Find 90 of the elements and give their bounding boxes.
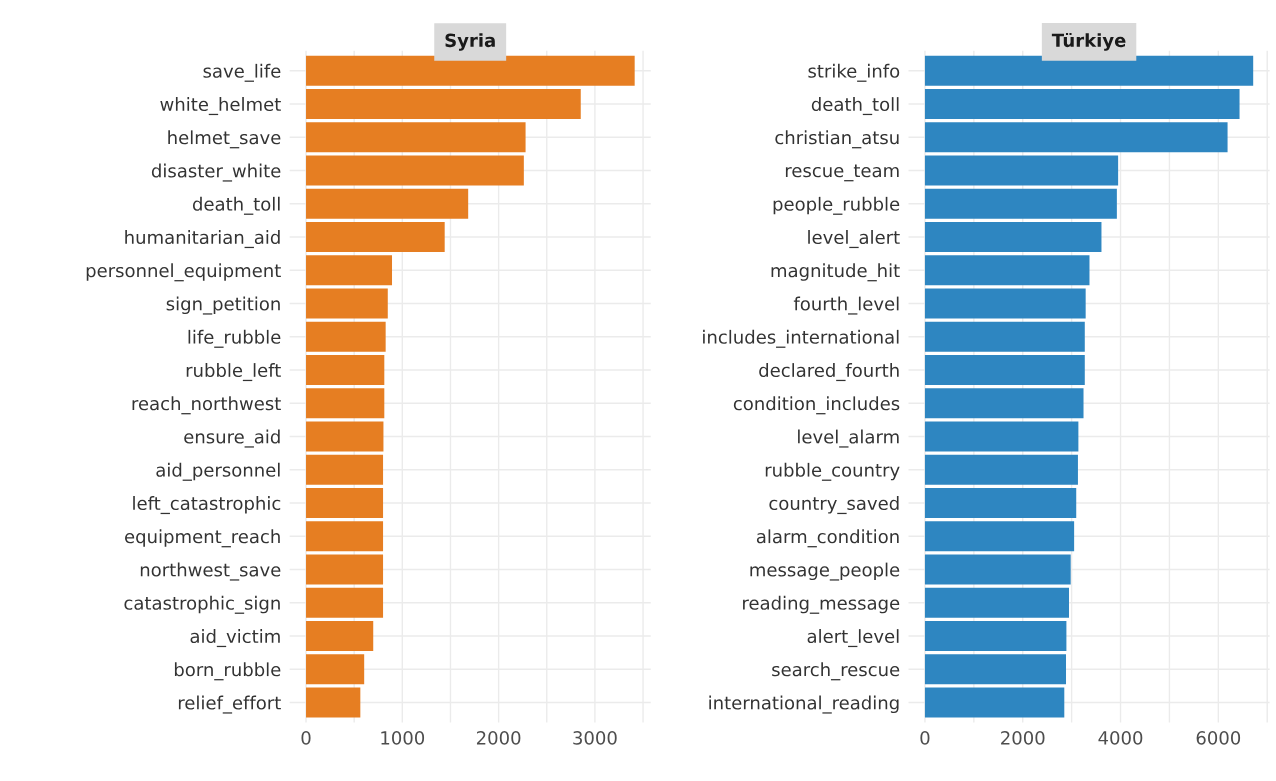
y-tick-label: search_rescue (772, 662, 900, 681)
y-tick-label: people_rubble (773, 196, 900, 215)
x-tick-label: 2000 (476, 731, 521, 745)
y-tick-label: equipment_reach (125, 529, 280, 548)
y-tick-label: born_rubble (174, 662, 281, 681)
bar (306, 188, 469, 219)
x-tick-label: 1000 (381, 731, 425, 745)
bar (924, 122, 1228, 153)
y-tick-label: includes_international (703, 329, 899, 348)
y-tick-label: left_catastrophic (133, 496, 281, 515)
y-tick-label: aid_victim (190, 629, 280, 648)
bar (924, 587, 1069, 618)
y-tick-label: sign_petition (166, 296, 280, 315)
y-tick-label: relief_effort (178, 695, 281, 714)
y-tick-label: aid_personnel (156, 462, 280, 481)
bar (924, 687, 1065, 718)
x-tick-label: 6000 (1196, 731, 1241, 745)
y-tick-label: level_alarm (798, 429, 899, 448)
x-tick-label: 3000 (573, 731, 617, 745)
bar (306, 421, 384, 452)
y-tick-label: helmet_save (168, 130, 281, 149)
bar (306, 155, 524, 186)
y-tick-label: reading_message (743, 595, 900, 614)
bar (924, 155, 1119, 186)
chart-title: Türkiye (1051, 32, 1126, 51)
x-tick-label: 2000 (1001, 731, 1045, 745)
bar (306, 89, 581, 119)
bar (306, 621, 374, 651)
y-tick-label: save_life (203, 63, 281, 82)
bar (306, 587, 384, 618)
bar (306, 355, 385, 385)
x-tick-label: 0 (301, 731, 311, 745)
y-tick-label: fourth_level (793, 296, 899, 315)
chart-title: Syria (445, 33, 495, 51)
y-tick-label: life_rubble (188, 329, 281, 348)
y-tick-label: message_people (750, 562, 900, 581)
y-tick-label: ensure_aid (184, 429, 280, 448)
bar (924, 89, 1240, 119)
y-tick-label: disaster_white (151, 163, 281, 182)
bar (924, 521, 1075, 552)
y-tick-label: alert_level (807, 629, 899, 648)
y-tick-label: international_reading (709, 695, 899, 714)
bar (924, 388, 1084, 419)
bar (306, 454, 384, 485)
y-tick-label: country_saved (769, 496, 899, 515)
y-tick-label: rubble_left (186, 363, 281, 382)
bar (924, 488, 1077, 518)
bar (924, 188, 1117, 219)
bar (924, 321, 1085, 352)
y-tick-label: rescue_team (785, 164, 899, 182)
bar (924, 421, 1079, 452)
y-tick-label: reach_northwest (132, 396, 281, 415)
bar (306, 488, 384, 518)
x-tick-label: 0 (920, 731, 930, 745)
y-tick-label: alarm_condition (756, 529, 899, 548)
bar (306, 388, 385, 419)
bar (306, 288, 388, 319)
bar (924, 55, 1254, 86)
y-tick-label: condition_includes (733, 396, 900, 415)
bar (306, 222, 445, 252)
bar (306, 55, 635, 86)
y-tick-label: declared_fourth (759, 363, 899, 382)
y-tick-label: level_alert (808, 230, 900, 249)
bar (924, 288, 1086, 319)
y-tick-label: magnitude_hit (771, 263, 900, 282)
bar (306, 122, 526, 153)
y-tick-label: strike_info (808, 63, 900, 82)
y-tick-label: rubble_country (765, 462, 900, 481)
bar (306, 554, 384, 585)
bar (306, 255, 393, 286)
y-tick-label: catastrophic_sign (124, 595, 280, 614)
bar (306, 521, 384, 552)
bar (924, 255, 1090, 286)
bar (306, 654, 365, 685)
y-tick-label: death_toll (192, 196, 280, 215)
bar (924, 454, 1078, 485)
y-tick-label: death_toll (811, 97, 899, 116)
bar (924, 355, 1085, 385)
y-tick-label: christian_atsu (775, 130, 899, 149)
y-tick-label: northwest_save (140, 562, 281, 581)
bar (306, 321, 386, 352)
bar (306, 687, 361, 718)
bar (924, 654, 1067, 685)
x-tick-label: 4000 (1098, 731, 1143, 745)
bar (924, 621, 1067, 651)
y-tick-label: white_helmet (160, 97, 281, 116)
y-tick-label: personnel_equipment (86, 263, 281, 282)
y-tick-label: humanitarian_aid (125, 230, 280, 249)
bar (924, 222, 1102, 252)
bar (924, 554, 1071, 585)
